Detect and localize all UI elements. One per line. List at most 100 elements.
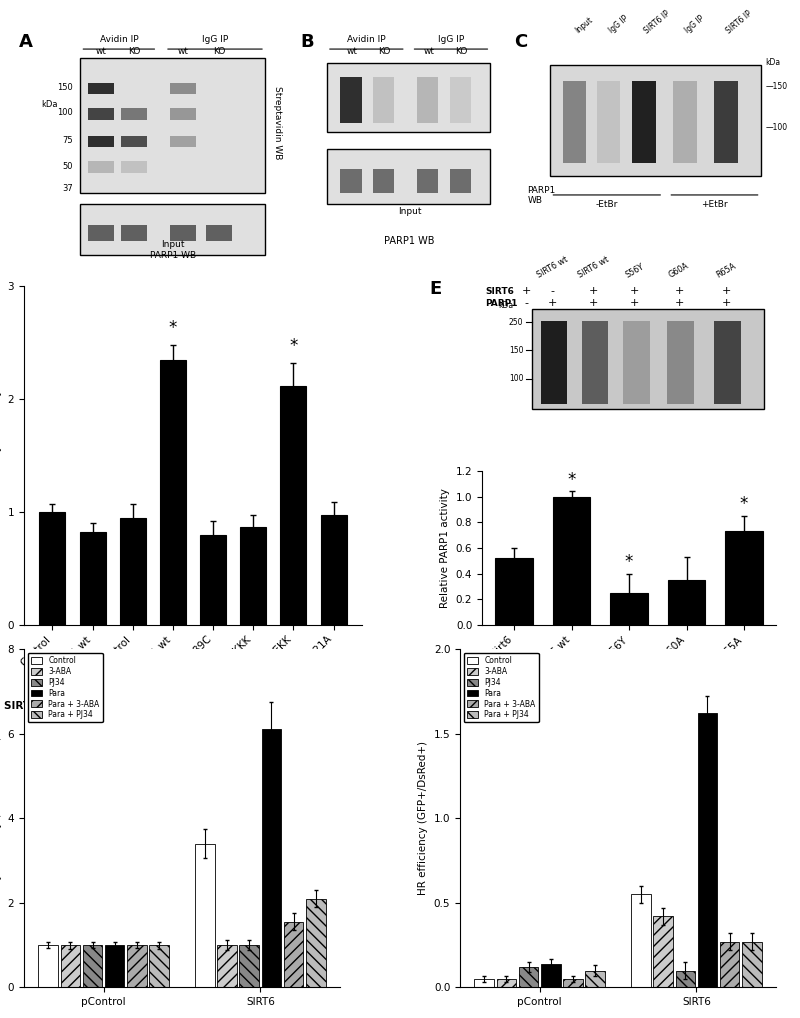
Bar [726, 531, 762, 625]
Bar [105, 945, 125, 987]
Bar [127, 945, 146, 987]
Text: SIRT6: SIRT6 [485, 287, 514, 296]
FancyBboxPatch shape [122, 108, 147, 120]
Bar [553, 497, 590, 625]
Text: kDa: kDa [498, 301, 513, 310]
Bar [218, 945, 237, 987]
FancyBboxPatch shape [597, 81, 620, 163]
Text: KO: KO [378, 47, 391, 56]
Bar [586, 970, 605, 987]
FancyBboxPatch shape [88, 82, 114, 95]
Text: PARP1 WB: PARP1 WB [384, 236, 435, 246]
Bar [668, 580, 705, 625]
Text: Input: Input [574, 15, 594, 36]
Text: +: + [208, 699, 218, 713]
Text: S56Y: S56Y [624, 262, 646, 280]
Text: -: - [90, 699, 95, 713]
Text: *: * [290, 337, 298, 355]
Bar [284, 922, 303, 987]
FancyBboxPatch shape [450, 76, 471, 123]
Text: SIRT6 IP: SIRT6 IP [725, 8, 754, 36]
FancyBboxPatch shape [532, 309, 764, 409]
FancyBboxPatch shape [88, 225, 114, 241]
FancyBboxPatch shape [418, 76, 438, 123]
Text: PARP1: PARP1 [485, 298, 518, 307]
FancyBboxPatch shape [541, 321, 567, 404]
Bar [239, 945, 259, 987]
Text: +EtBr: +EtBr [701, 200, 728, 209]
FancyBboxPatch shape [122, 225, 147, 241]
Text: —150: —150 [766, 81, 788, 91]
Bar [675, 970, 695, 987]
FancyBboxPatch shape [373, 76, 394, 123]
FancyBboxPatch shape [88, 136, 114, 148]
FancyBboxPatch shape [122, 162, 147, 173]
Text: wt: wt [178, 47, 189, 56]
Text: +: + [722, 286, 730, 296]
Text: +: + [288, 699, 298, 713]
Text: +: + [522, 286, 531, 296]
FancyBboxPatch shape [373, 169, 394, 192]
Text: KO: KO [213, 47, 225, 56]
Text: +: + [248, 699, 258, 713]
Text: *: * [625, 553, 634, 571]
Legend: Control, 3-ABA, PJ34, Para, Para + 3-ABA, Para + PJ34: Control, 3-ABA, PJ34, Para, Para + 3-ABA… [28, 653, 102, 723]
Text: SIRT6 IP: SIRT6 IP [642, 8, 672, 36]
Bar [38, 945, 58, 987]
Bar [262, 729, 282, 987]
Bar [495, 558, 533, 625]
Text: kDa: kDa [766, 58, 781, 67]
Text: +: + [630, 298, 640, 308]
Text: +: + [589, 286, 598, 296]
Bar [240, 526, 266, 625]
Y-axis label: Relative NHEJ efficiency: Relative NHEJ efficiency [0, 389, 2, 522]
FancyBboxPatch shape [206, 225, 232, 241]
Bar [518, 967, 538, 987]
FancyBboxPatch shape [80, 205, 265, 256]
FancyBboxPatch shape [340, 169, 362, 192]
Text: wt: wt [423, 47, 434, 56]
Text: +: + [168, 699, 178, 713]
Text: 150: 150 [509, 346, 523, 355]
Text: -: - [550, 286, 554, 296]
Text: +: + [630, 286, 640, 296]
Text: B: B [300, 33, 314, 51]
FancyBboxPatch shape [327, 63, 490, 132]
Text: 250: 250 [509, 318, 523, 327]
Text: +: + [589, 298, 598, 308]
Text: SIRT6 wt: SIRT6 wt [535, 256, 570, 280]
Text: 150: 150 [57, 82, 73, 92]
Bar [195, 844, 214, 987]
Text: Avidin IP: Avidin IP [347, 36, 386, 45]
Y-axis label: HR efficiency (GFP+/DsRed+): HR efficiency (GFP+/DsRed+) [418, 741, 428, 895]
Text: IgG IP: IgG IP [202, 36, 228, 45]
Text: Input
PARP1 WB: Input PARP1 WB [150, 240, 196, 260]
FancyBboxPatch shape [340, 76, 362, 123]
Bar [474, 979, 494, 987]
Text: IgG IP: IgG IP [606, 14, 630, 36]
Y-axis label: NHEJ efficiency (GFP+/DsRed+): NHEJ efficiency (GFP+/DsRed+) [0, 736, 2, 900]
Bar [120, 517, 146, 625]
Text: -: - [524, 298, 528, 308]
Text: *: * [169, 319, 177, 337]
Text: R65A: R65A [714, 262, 738, 280]
FancyBboxPatch shape [88, 162, 114, 173]
Text: +: + [328, 699, 339, 713]
Text: G60A: G60A [667, 262, 690, 280]
Text: SIRT6 wt: SIRT6 wt [4, 701, 56, 711]
Bar [280, 386, 306, 625]
Bar [321, 515, 346, 625]
Text: 37: 37 [62, 183, 73, 192]
Text: A: A [19, 33, 33, 51]
Text: KO: KO [455, 47, 468, 56]
Bar [82, 945, 102, 987]
FancyBboxPatch shape [633, 81, 655, 163]
Bar [497, 979, 516, 987]
FancyBboxPatch shape [418, 169, 438, 192]
Bar [541, 964, 561, 987]
Bar [160, 359, 186, 625]
Text: wt: wt [346, 47, 358, 56]
Text: 100: 100 [57, 108, 73, 117]
Text: C: C [514, 33, 528, 51]
Text: *: * [740, 495, 748, 513]
